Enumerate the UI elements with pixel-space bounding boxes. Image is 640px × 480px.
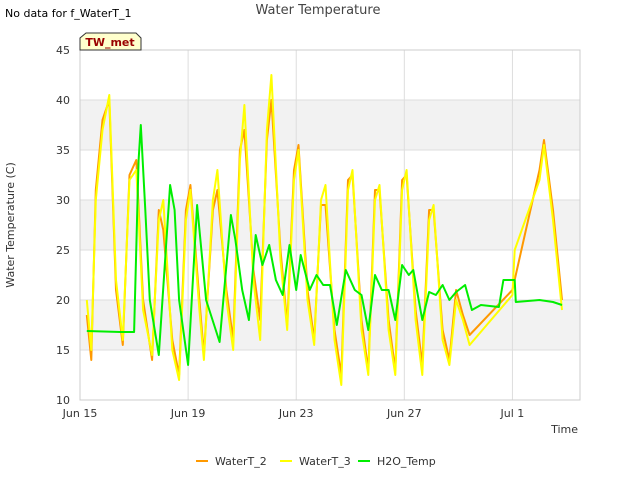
x-tick-label: Jun 27	[386, 407, 422, 420]
legend: WaterT_2 WaterT_3 H2O_Temp	[196, 455, 436, 468]
plot-frame	[79, 49, 581, 401]
no-data-notice: No data for f_WaterT_1	[5, 7, 132, 20]
x-axis-ticks: Jun 15 Jun 19 Jun 23 Jun 27 Jul 1	[62, 407, 525, 420]
legend-label: WaterT_3	[299, 455, 351, 468]
badge-label: TW_met	[85, 36, 134, 49]
y-axis-ticks: 10 15 20 25 30 35 40 45	[56, 44, 70, 407]
chart-title: Water Temperature	[256, 3, 381, 18]
site-badge: TW_met	[79, 32, 142, 51]
background-band	[80, 200, 580, 250]
x-axis-label: Time	[550, 423, 578, 436]
series-lines	[85, 74, 563, 386]
x-tick-label: Jun 15	[62, 407, 98, 420]
y-tick-label: 15	[56, 344, 70, 357]
legend-label: H2O_Temp	[377, 455, 436, 468]
badge-shape	[79, 32, 142, 51]
y-tick-label: 20	[56, 294, 70, 307]
series-line-watert_3	[85, 74, 563, 386]
legend-label: WaterT_2	[215, 455, 267, 468]
x-tick-label: Jun 19	[170, 407, 206, 420]
y-axis-label: Water Temperature (C)	[4, 162, 17, 287]
background-band	[80, 100, 580, 150]
background-band	[80, 300, 580, 350]
y-tick-label: 40	[56, 94, 70, 107]
y-tick-label: 35	[56, 144, 70, 157]
y-tick-label: 10	[56, 394, 70, 407]
x-tick-label: Jun 23	[278, 407, 314, 420]
y-tick-label: 25	[56, 244, 70, 257]
y-tick-label: 30	[56, 194, 70, 207]
x-tick-label: Jul 1	[500, 407, 525, 420]
y-tick-label: 45	[56, 44, 70, 57]
series-line-h2o_temp	[86, 124, 563, 366]
